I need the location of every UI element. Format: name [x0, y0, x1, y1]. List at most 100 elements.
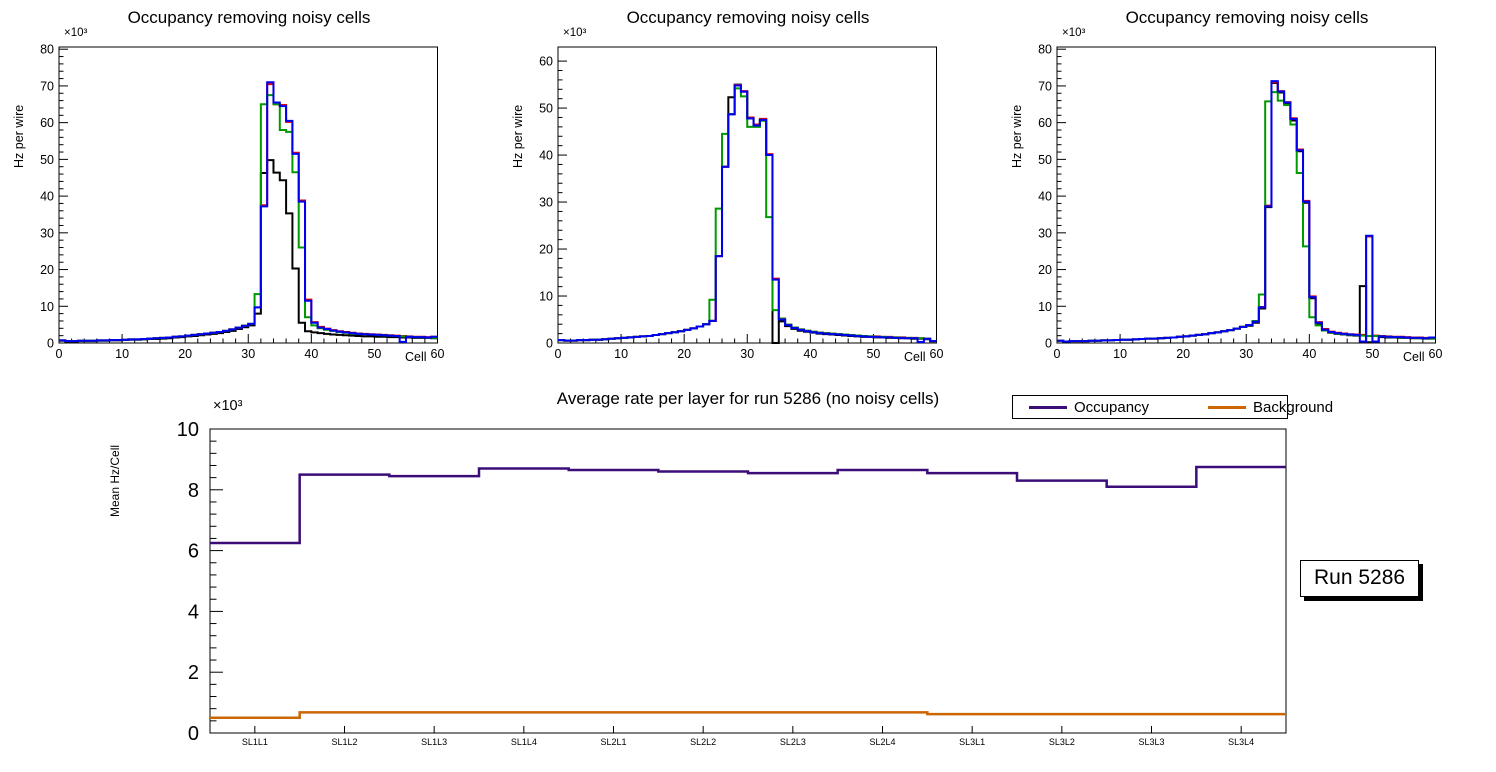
- svg-text:0: 0: [188, 723, 199, 745]
- svg-text:80: 80: [40, 43, 54, 57]
- legend-entry-background: Background: [1208, 399, 1333, 416]
- svg-text:10: 10: [539, 290, 553, 304]
- svg-text:0: 0: [546, 337, 553, 351]
- hist-line-blue: [59, 81, 438, 343]
- svg-text:SL1L3: SL1L3: [421, 737, 447, 747]
- average-rate-svg: 0 2 4 6 8 10 SL1L1 SL1L2 SL1L3 SL1L4 SL2L1 SL2L2 SL2…: [177, 419, 1287, 747]
- axis-ticks: [210, 428, 1242, 734]
- svg-text:50: 50: [1038, 153, 1052, 167]
- plot-frame: [209, 428, 1287, 734]
- axis-multiplier: ×10³: [1062, 27, 1086, 39]
- occupancy-histogram-svg-1: 0 10 20 30 40 50 60 70 80 0 10 20 30 40 50 60: [40, 43, 444, 361]
- svg-text:0: 0: [555, 347, 562, 361]
- hist-line-red: [59, 83, 438, 343]
- svg-text:60: 60: [431, 347, 445, 361]
- occupancy-histogram-svg-3: 0 10 20 30 40 50 60 70 80 0 10 20 30 40 50 60: [1038, 43, 1442, 361]
- chart-title: Occupancy removing noisy cells: [127, 8, 371, 27]
- svg-text:40: 40: [40, 190, 54, 204]
- svg-text:SL3L1: SL3L1: [959, 737, 985, 747]
- occupancy-line-swatch: [1029, 405, 1067, 409]
- svg-text:30: 30: [40, 226, 54, 240]
- average-rate-panel: Average rate per layer for run 5286 (no …: [0, 385, 1496, 772]
- svg-text:SL3L4: SL3L4: [1228, 737, 1254, 747]
- svg-text:20: 20: [1038, 263, 1052, 277]
- svg-text:50: 50: [539, 102, 553, 116]
- svg-text:6: 6: [188, 541, 199, 563]
- chart-title: Occupancy removing noisy cells: [1125, 8, 1369, 27]
- occupancy-panel-3: Occupancy removing noisy cells ×10³ Hz p…: [998, 0, 1496, 388]
- occupancy-panel-2: Occupancy removing noisy cells ×10³ Hz p…: [499, 0, 997, 388]
- svg-text:80: 80: [1038, 43, 1052, 57]
- svg-text:20: 20: [677, 347, 691, 361]
- svg-text:SL1L2: SL1L2: [331, 737, 357, 747]
- svg-text:50: 50: [866, 347, 880, 361]
- x-axis-label: Cell: [904, 350, 926, 364]
- svg-text:0: 0: [1054, 347, 1061, 361]
- svg-text:30: 30: [241, 347, 255, 361]
- svg-text:SL1L4: SL1L4: [511, 737, 537, 747]
- x-axis-label: Cell: [405, 350, 427, 364]
- axis-multiplier: ×10³: [213, 398, 243, 414]
- svg-text:10: 10: [1038, 300, 1052, 314]
- svg-text:SL2L1: SL2L1: [600, 737, 626, 747]
- svg-text:SL3L2: SL3L2: [1049, 737, 1075, 747]
- hist-line-green: [558, 87, 937, 343]
- occupancy-panel-1: Occupancy removing noisy cells ×10³ Hz p…: [0, 0, 498, 388]
- chart-title: Occupancy removing noisy cells: [626, 8, 870, 27]
- axis-multiplier: ×10³: [64, 27, 88, 39]
- legend-entry-occupancy: Occupancy: [1029, 399, 1149, 416]
- svg-text:70: 70: [1038, 79, 1052, 93]
- svg-text:30: 30: [740, 347, 754, 361]
- svg-text:0: 0: [56, 347, 63, 361]
- rate-line-background: [210, 711, 1286, 720]
- svg-text:SL1L1: SL1L1: [242, 737, 268, 747]
- svg-text:SL2L2: SL2L2: [690, 737, 716, 747]
- tick-labels: 0 10 20 30 40 50 60 70 80 0 10 20 30 40 50 60: [1038, 43, 1442, 361]
- tick-labels: 0 10 20 30 40 50 60 70 80 0 10 20 30 40 50 60: [40, 43, 444, 361]
- svg-text:50: 50: [1365, 347, 1379, 361]
- svg-text:SL3L3: SL3L3: [1138, 737, 1164, 747]
- axis-ticks: [1056, 48, 1436, 344]
- chart-title: Average rate per layer for run 5286 (no …: [556, 389, 940, 408]
- svg-text:50: 50: [367, 347, 381, 361]
- svg-text:10: 10: [1113, 347, 1127, 361]
- run-label-box: Run 5286: [1300, 560, 1420, 597]
- svg-text:70: 70: [40, 79, 54, 93]
- svg-text:10: 10: [115, 347, 129, 361]
- hist-line-blue: [558, 84, 937, 344]
- hist-line-black: [59, 159, 438, 343]
- svg-text:10: 10: [177, 419, 199, 441]
- tick-labels: 0 10 20 30 40 50 60 0 10 20 30 40 50 60: [539, 55, 943, 361]
- y-tick-labels: 0 2 4 6 8 10: [177, 419, 199, 745]
- svg-text:40: 40: [1302, 347, 1316, 361]
- hist-line-green: [1057, 91, 1436, 343]
- hist-line-green: [59, 94, 438, 343]
- hist-line-black: [1057, 81, 1436, 344]
- legend-label-background: Background: [1253, 398, 1334, 416]
- svg-text:60: 60: [40, 116, 54, 130]
- svg-text:40: 40: [539, 149, 553, 163]
- svg-text:SL2L3: SL2L3: [780, 737, 806, 747]
- background-line-swatch: [1208, 405, 1247, 409]
- svg-text:60: 60: [1429, 347, 1443, 361]
- hist-line-blue: [1057, 80, 1436, 343]
- x-axis-label: Cell: [1403, 350, 1425, 364]
- svg-text:0: 0: [1045, 337, 1052, 351]
- svg-text:2: 2: [188, 662, 199, 684]
- rate-line-occupancy: [210, 465, 1286, 545]
- svg-text:8: 8: [188, 480, 199, 502]
- legend-label-occupancy: Occupancy: [1074, 398, 1150, 416]
- svg-text:20: 20: [178, 347, 192, 361]
- category-labels: SL1L1 SL1L2 SL1L3 SL1L4 SL2L1 SL2L2 SL2L3 SL2L4…: [242, 737, 1254, 747]
- svg-text:60: 60: [539, 55, 553, 69]
- svg-text:50: 50: [40, 153, 54, 167]
- svg-text:30: 30: [1038, 226, 1052, 240]
- axis-multiplier: ×10³: [563, 27, 587, 39]
- svg-text:0: 0: [47, 337, 54, 351]
- axis-ticks: [58, 48, 438, 344]
- svg-text:20: 20: [1176, 347, 1190, 361]
- svg-text:40: 40: [304, 347, 318, 361]
- hist-line-red: [1057, 81, 1436, 343]
- svg-text:40: 40: [1038, 190, 1052, 204]
